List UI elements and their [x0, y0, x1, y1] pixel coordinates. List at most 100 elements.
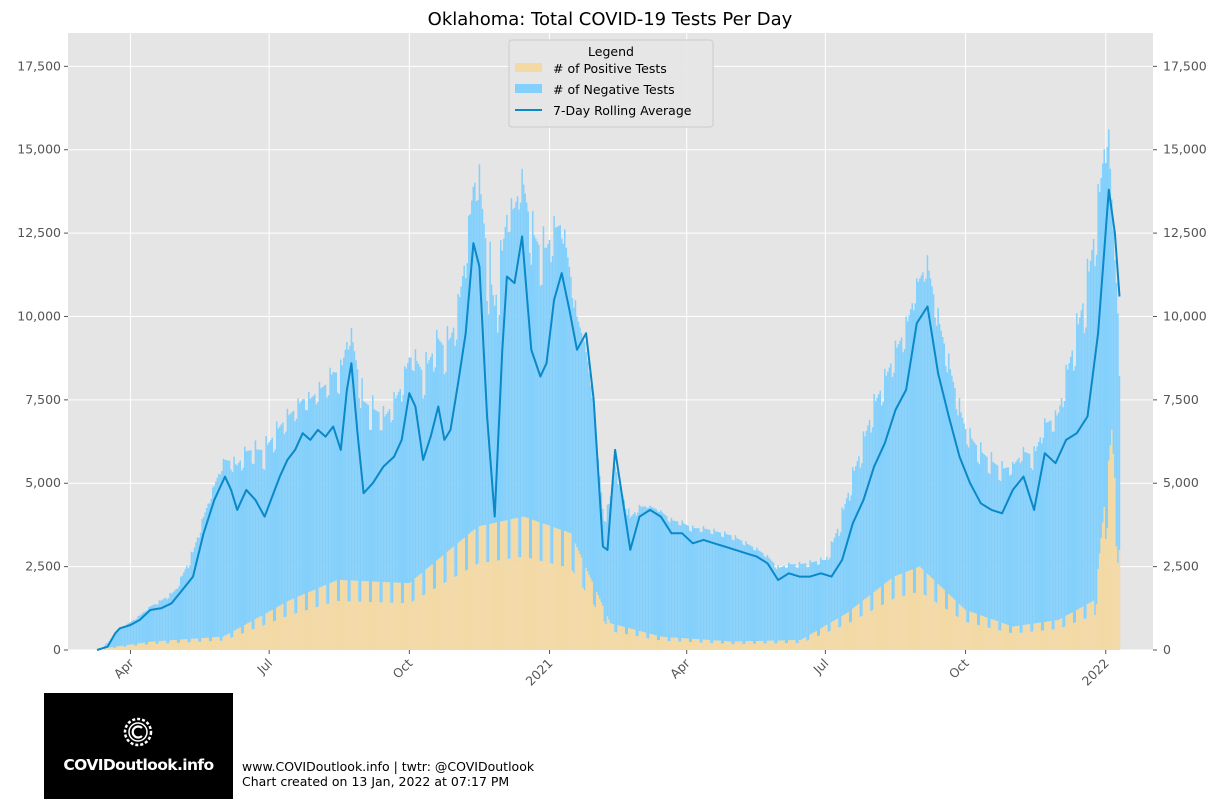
x-tick-label: 2022 [1079, 656, 1112, 689]
bar-positive [375, 581, 377, 650]
bar-positive [512, 518, 514, 650]
bar-negative [378, 412, 380, 582]
bar-positive [317, 606, 319, 650]
bar-negative [900, 337, 903, 574]
bar-negative [771, 560, 773, 641]
bar-negative [205, 507, 208, 638]
bar-positive [608, 619, 610, 650]
bar-positive [845, 613, 848, 650]
y-tick-label-right: 0 [1163, 642, 1171, 657]
bar-positive [958, 604, 961, 650]
bar-negative [617, 484, 619, 626]
bar-negative [1027, 453, 1029, 625]
bar-positive [236, 629, 238, 650]
bar-negative [1066, 369, 1069, 615]
bar-positive [349, 601, 351, 650]
bar-positive [464, 570, 467, 650]
bar-positive [762, 640, 764, 650]
bar-negative [224, 459, 226, 636]
bar-negative [291, 412, 293, 600]
bar-positive [425, 569, 427, 650]
bar-negative [451, 332, 453, 549]
bar-positive [356, 580, 359, 650]
bar-negative [221, 471, 223, 641]
bar-positive [545, 524, 548, 650]
bar-negative [471, 200, 473, 532]
bar-negative [1016, 459, 1019, 626]
bar-positive [105, 648, 107, 650]
bar-negative [606, 504, 609, 617]
bar-positive [1056, 620, 1058, 650]
bar-negative [888, 367, 891, 581]
bar-positive [969, 611, 971, 650]
bar-negative [934, 317, 936, 602]
bar-negative [807, 566, 810, 640]
bar-negative [649, 505, 651, 634]
bar-positive [859, 616, 862, 650]
bar-negative [141, 613, 144, 643]
bar-negative [864, 436, 866, 600]
bar-negative [960, 412, 962, 606]
bar-negative [565, 247, 568, 532]
legend-entry: # of Positive Tests [553, 61, 667, 76]
bar-positive [114, 647, 117, 650]
bar-positive [585, 567, 587, 650]
bar-negative [522, 184, 525, 517]
bar-negative [468, 215, 470, 535]
bar-positive [265, 613, 267, 650]
bar-positive [1025, 624, 1028, 650]
bar-negative [346, 341, 348, 581]
bar-positive [361, 581, 363, 650]
bar-negative [254, 440, 257, 620]
bar-negative [114, 633, 117, 648]
bar-positive [251, 629, 254, 650]
bar-positive [1089, 602, 1092, 650]
bar-negative [884, 368, 886, 584]
bar-positive [300, 595, 302, 650]
bar-positive [847, 612, 849, 650]
bar-negative [423, 394, 426, 595]
bar-negative [923, 281, 926, 595]
bar-negative [967, 447, 970, 623]
bar-positive [446, 551, 449, 650]
bar-negative [324, 384, 327, 586]
bar-negative [562, 243, 565, 567]
bar-positive [329, 583, 331, 650]
bar-negative [739, 539, 741, 642]
bar-negative [393, 392, 395, 583]
bar-negative [501, 250, 504, 522]
bar-positive [440, 556, 443, 650]
bar-positive [1004, 623, 1006, 650]
bar-positive [955, 615, 958, 650]
bar-negative [1008, 475, 1011, 633]
bar-positive [402, 603, 405, 650]
bar-negative [679, 525, 682, 642]
bar-positive [426, 568, 429, 650]
bar-negative [728, 534, 731, 642]
bar-negative [367, 404, 369, 582]
bar-negative [140, 614, 142, 644]
bar-positive [306, 610, 309, 650]
bar-positive [355, 580, 357, 650]
bar-negative [536, 241, 539, 522]
bar-negative [550, 262, 552, 564]
bar-positive [980, 615, 982, 650]
bar-positive [777, 640, 779, 650]
bar-positive [436, 560, 438, 650]
bar-positive [180, 639, 182, 650]
bar-negative [394, 398, 397, 583]
bar-positive [911, 569, 913, 650]
bar-negative [428, 360, 430, 567]
bar-positive [254, 619, 257, 650]
bar-positive [781, 640, 784, 650]
bar-negative [164, 597, 167, 641]
bar-negative [248, 450, 251, 623]
bar-positive [164, 640, 167, 650]
bar-negative [372, 395, 374, 582]
bar-negative [262, 468, 264, 626]
bar-positive [1076, 609, 1078, 650]
bar-positive [906, 571, 909, 650]
bar-negative [173, 590, 176, 641]
bar-negative [1018, 457, 1020, 626]
bar-positive [173, 640, 176, 650]
